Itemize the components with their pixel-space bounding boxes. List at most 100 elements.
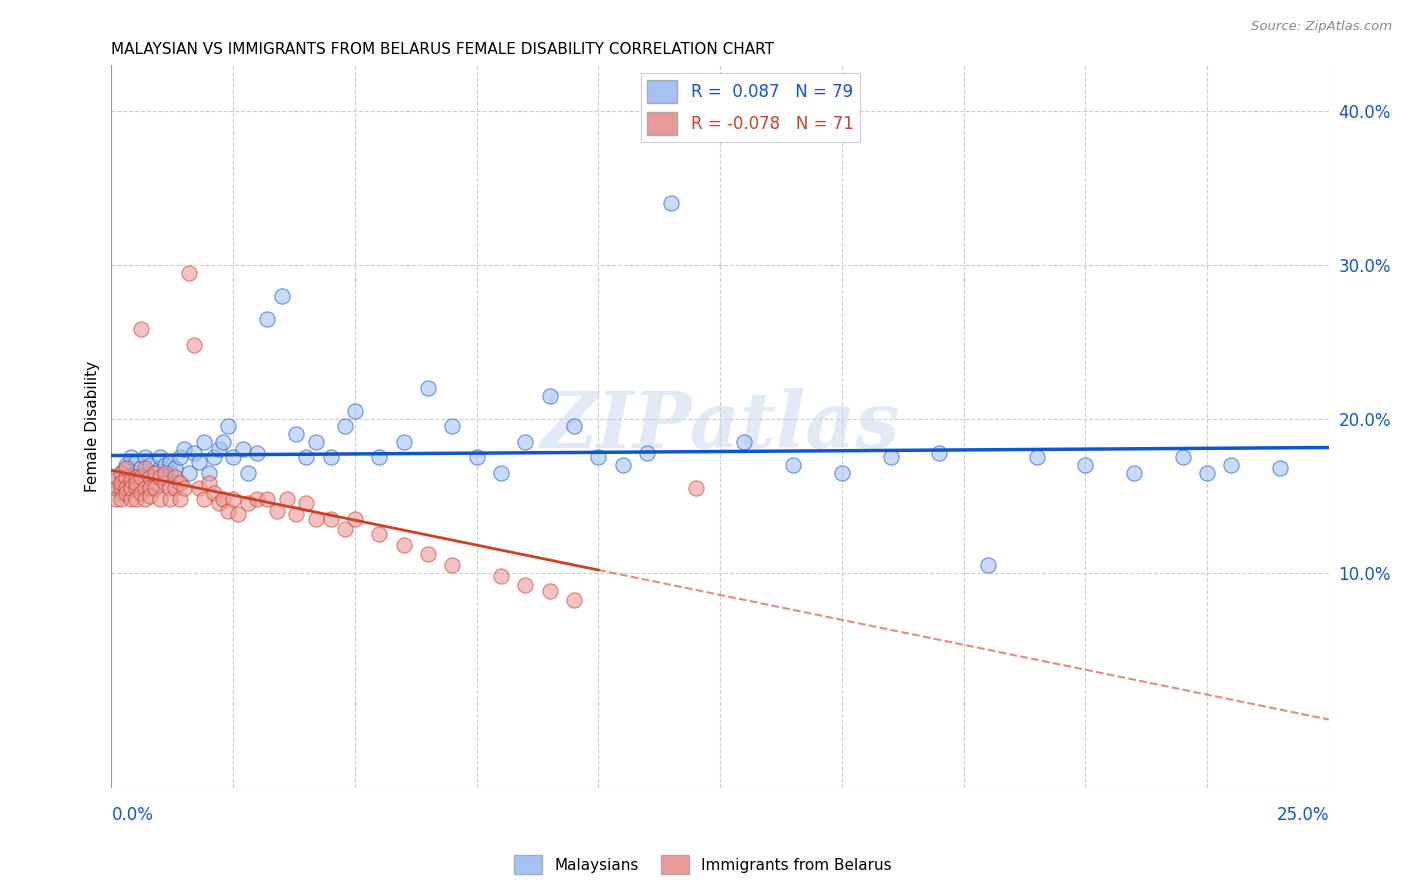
- Point: [115, 481, 138, 495]
- Point: [333, 523, 356, 537]
- Point: [1025, 450, 1047, 465]
- Point: [115, 458, 138, 472]
- Point: [115, 470, 138, 484]
- Point: [159, 481, 181, 495]
- Point: [125, 491, 148, 506]
- Point: [163, 481, 186, 495]
- Point: [129, 461, 152, 475]
- Point: [120, 473, 142, 487]
- Y-axis label: Female Disability: Female Disability: [86, 361, 100, 492]
- Point: [661, 196, 683, 211]
- Point: [163, 470, 186, 484]
- Point: [129, 485, 152, 500]
- Point: [134, 461, 156, 475]
- Point: [202, 450, 225, 465]
- Point: [183, 338, 205, 352]
- Point: [515, 578, 537, 592]
- Point: [115, 485, 138, 500]
- Point: [153, 476, 176, 491]
- Point: [1123, 466, 1146, 480]
- Point: [125, 473, 148, 487]
- Point: [782, 458, 804, 472]
- Point: [143, 466, 166, 480]
- Point: [129, 470, 152, 484]
- Point: [217, 419, 239, 434]
- Point: [159, 491, 181, 506]
- Point: [110, 476, 132, 491]
- Point: [125, 455, 148, 469]
- Point: [305, 512, 328, 526]
- Point: [120, 481, 142, 495]
- Point: [129, 476, 152, 491]
- Point: [134, 470, 156, 484]
- Point: [120, 491, 142, 506]
- Point: [125, 466, 148, 480]
- Point: [212, 491, 235, 506]
- Point: [416, 381, 439, 395]
- Point: [115, 470, 138, 484]
- Point: [636, 445, 658, 459]
- Point: [295, 496, 318, 510]
- Point: [125, 470, 148, 484]
- Point: [685, 481, 707, 495]
- Point: [110, 485, 132, 500]
- Point: [169, 476, 191, 491]
- Point: [305, 434, 328, 449]
- Point: [588, 450, 610, 465]
- Point: [179, 466, 201, 480]
- Point: [143, 466, 166, 480]
- Point: [193, 491, 215, 506]
- Point: [105, 470, 128, 484]
- Point: [188, 455, 211, 469]
- Point: [232, 442, 254, 457]
- Point: [831, 466, 853, 480]
- Point: [159, 455, 181, 469]
- Point: [207, 496, 229, 510]
- Point: [202, 485, 225, 500]
- Point: [139, 470, 162, 484]
- Point: [149, 450, 172, 465]
- Point: [226, 507, 249, 521]
- Point: [270, 288, 292, 302]
- Point: [333, 419, 356, 434]
- Point: [256, 311, 278, 326]
- Point: [879, 450, 901, 465]
- Point: [110, 476, 132, 491]
- Point: [125, 476, 148, 491]
- Point: [169, 450, 191, 465]
- Text: Source: ZipAtlas.com: Source: ZipAtlas.com: [1251, 20, 1392, 33]
- Point: [489, 466, 512, 480]
- Point: [207, 442, 229, 457]
- Point: [105, 491, 128, 506]
- Point: [562, 593, 585, 607]
- Point: [217, 504, 239, 518]
- Point: [169, 491, 191, 506]
- Point: [612, 458, 634, 472]
- Point: [173, 442, 195, 457]
- Point: [441, 558, 464, 572]
- Point: [538, 389, 561, 403]
- Point: [236, 496, 259, 510]
- Legend: R =  0.087   N = 79, R = -0.078   N = 71: R = 0.087 N = 79, R = -0.078 N = 71: [641, 73, 860, 142]
- Point: [120, 450, 142, 465]
- Point: [416, 547, 439, 561]
- Point: [120, 468, 142, 483]
- Point: [562, 419, 585, 434]
- Point: [1220, 458, 1243, 472]
- Text: ZIPatlas: ZIPatlas: [540, 388, 900, 465]
- Point: [134, 491, 156, 506]
- Point: [368, 527, 391, 541]
- Point: [105, 481, 128, 495]
- Point: [222, 450, 245, 465]
- Point: [179, 266, 201, 280]
- Legend: Malaysians, Immigrants from Belarus: Malaysians, Immigrants from Belarus: [508, 849, 898, 880]
- Point: [110, 466, 132, 480]
- Point: [319, 512, 342, 526]
- Point: [149, 470, 172, 484]
- Point: [1268, 461, 1291, 475]
- Point: [285, 427, 308, 442]
- Point: [110, 481, 132, 495]
- Point: [465, 450, 488, 465]
- Point: [977, 558, 1000, 572]
- Text: MALAYSIAN VS IMMIGRANTS FROM BELARUS FEMALE DISABILITY CORRELATION CHART: MALAYSIAN VS IMMIGRANTS FROM BELARUS FEM…: [111, 42, 775, 57]
